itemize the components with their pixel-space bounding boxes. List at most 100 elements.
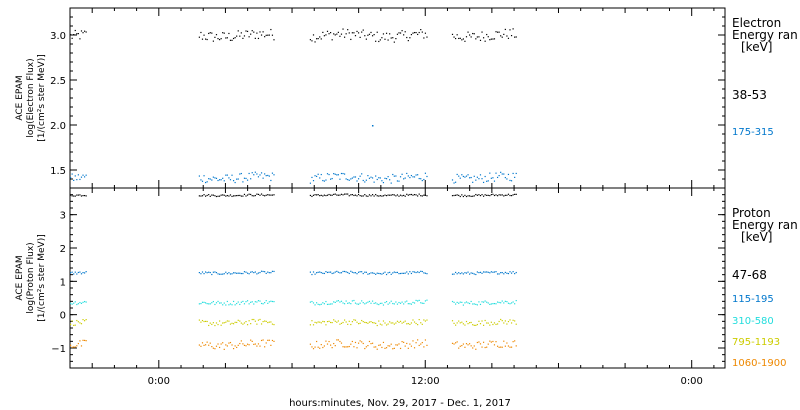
data-point <box>232 348 235 350</box>
data-point <box>501 346 503 348</box>
data-point <box>273 174 275 176</box>
data-point <box>382 341 385 344</box>
data-point <box>265 300 267 302</box>
data-point <box>71 173 73 175</box>
data-point <box>456 173 458 176</box>
data-point <box>410 193 413 196</box>
data-point <box>453 301 455 303</box>
data-point <box>456 301 458 304</box>
data-point <box>260 323 263 325</box>
data-point <box>367 322 369 324</box>
data-point <box>504 320 506 322</box>
data-point <box>70 344 72 346</box>
data-point <box>211 323 213 326</box>
data-point <box>256 323 258 325</box>
proton-legend-entry-47-68: 47-68 <box>732 268 767 282</box>
data-point <box>70 323 72 326</box>
data-point <box>217 195 219 197</box>
data-point <box>421 195 423 197</box>
data-point <box>406 342 408 345</box>
data-point <box>347 29 349 31</box>
data-point <box>467 323 469 325</box>
proton-legend-units: [keV] <box>741 230 772 244</box>
data-point <box>348 320 350 322</box>
data-point <box>404 272 406 274</box>
data-point <box>348 195 350 197</box>
data-point <box>362 342 364 345</box>
data-point <box>417 195 419 197</box>
data-point <box>487 180 489 182</box>
data-point <box>455 194 457 196</box>
data-point <box>248 273 250 275</box>
data-point <box>375 322 377 324</box>
data-point <box>248 36 250 38</box>
data-point <box>504 271 506 274</box>
data-point <box>325 324 327 326</box>
data-point <box>273 270 275 273</box>
data-point <box>412 271 414 273</box>
data-point <box>83 320 86 322</box>
data-point <box>371 321 374 324</box>
data-point <box>331 272 333 275</box>
data-point <box>487 302 489 304</box>
data-point <box>417 324 419 326</box>
data-point <box>458 37 460 40</box>
data-point <box>334 301 336 304</box>
data-point <box>401 322 403 324</box>
data-point <box>319 177 321 179</box>
data-point <box>243 344 246 346</box>
data-point <box>265 34 267 36</box>
data-point <box>506 323 508 325</box>
data-point <box>420 322 422 324</box>
data-point <box>311 40 313 42</box>
data-point <box>350 303 352 305</box>
data-point <box>409 193 411 196</box>
data-point <box>390 343 392 345</box>
data-point <box>217 343 219 345</box>
data-point <box>204 344 207 346</box>
data-point <box>424 300 427 302</box>
data-point <box>273 323 275 326</box>
data-point <box>390 273 392 275</box>
data-point <box>203 34 205 36</box>
data-point <box>236 272 238 274</box>
data-point <box>339 272 341 274</box>
data-point <box>462 195 464 198</box>
data-point <box>215 177 218 179</box>
data-point <box>365 271 367 273</box>
data-point <box>423 194 425 196</box>
data-point <box>336 300 338 302</box>
data-point <box>201 38 204 40</box>
data-point <box>498 273 500 275</box>
data-point <box>461 174 463 176</box>
data-point <box>385 347 388 349</box>
data-point <box>385 195 388 197</box>
data-point <box>218 346 221 349</box>
data-point <box>359 271 361 273</box>
data-point <box>236 346 238 349</box>
data-point <box>368 33 371 35</box>
data-point <box>495 172 497 174</box>
data-point <box>407 303 409 305</box>
data-point <box>319 195 321 197</box>
data-point <box>209 195 211 197</box>
data-point <box>509 346 511 348</box>
data-point <box>71 320 73 322</box>
data-point <box>323 180 325 182</box>
proton-x-ticks <box>69 188 715 368</box>
data-point <box>79 301 81 304</box>
data-point <box>322 272 324 274</box>
data-point <box>426 344 428 346</box>
data-point <box>392 348 394 350</box>
data-point <box>240 172 242 175</box>
data-point <box>354 302 357 304</box>
data-point <box>215 345 218 347</box>
data-point <box>251 172 253 174</box>
data-point <box>260 172 263 174</box>
data-point <box>357 32 360 34</box>
data-point <box>340 300 343 302</box>
data-point <box>229 194 232 196</box>
data-point <box>74 195 76 197</box>
data-point <box>490 271 492 273</box>
